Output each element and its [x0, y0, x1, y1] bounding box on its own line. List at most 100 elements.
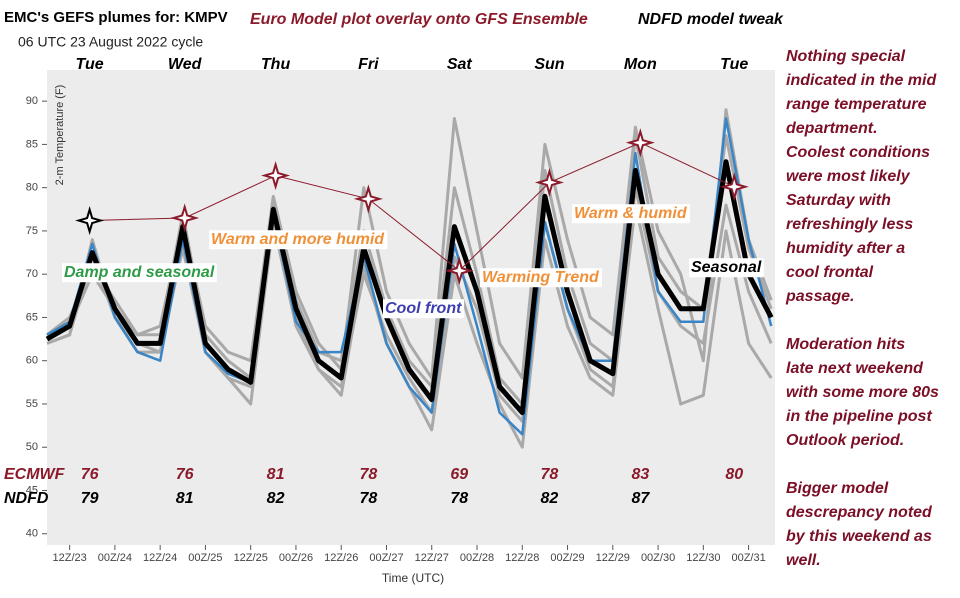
- table-value: 83: [631, 466, 649, 483]
- overlay-marker: [261, 161, 291, 191]
- overlay-marker: [719, 172, 749, 202]
- side-note: Moderation hits: [786, 336, 905, 353]
- side-note: Outlook period.: [786, 432, 904, 449]
- overlay-marker: [75, 206, 105, 236]
- overlay-marker: [625, 128, 655, 158]
- x-tick-label: 12Z/28: [505, 552, 539, 564]
- side-note: late next weekend: [786, 360, 924, 377]
- y-tick-label: 80: [26, 182, 38, 194]
- y-tick-label: 70: [26, 268, 38, 280]
- x-tick-label: 12Z/27: [415, 552, 449, 564]
- header-note: Euro Model plot overlay onto GFS Ensembl…: [250, 11, 588, 28]
- table-value: 76: [176, 466, 194, 483]
- table-value: 78: [450, 490, 468, 507]
- x-axis-label: Time (UTC): [382, 571, 444, 585]
- table-value: 76: [81, 466, 99, 483]
- table-value: 79: [81, 490, 99, 507]
- x-tick-label: 12Z/30: [686, 552, 720, 564]
- x-tick-label: 00Z/30: [641, 552, 675, 564]
- x-tick-label: 12Z/23: [53, 552, 87, 564]
- day-label: Fri: [358, 56, 379, 73]
- side-note: Saturday with: [786, 192, 891, 209]
- table-value: 78: [541, 466, 559, 483]
- y-tick-label: 55: [26, 398, 38, 410]
- y-tick-label: 75: [26, 225, 38, 237]
- y-tick-label: 60: [26, 355, 38, 367]
- y-tick-label: 40: [26, 528, 38, 540]
- side-note: descrepancy noted: [786, 504, 933, 521]
- day-label: Tue: [720, 56, 748, 73]
- table-value: 81: [176, 490, 194, 507]
- day-label: Sat: [447, 56, 473, 73]
- x-tick-label: 00Z/28: [460, 552, 494, 564]
- overlay-marker: [353, 184, 383, 214]
- overlay-marker: [170, 203, 200, 233]
- table-value: 69: [450, 466, 468, 483]
- overlay-line: [89, 142, 735, 272]
- annotation: Warm and more humid: [209, 230, 388, 250]
- side-note: cool frontal: [786, 264, 874, 281]
- overlay-marker: [444, 256, 474, 286]
- annotation-box: [383, 299, 465, 319]
- side-note: refreshingly less: [786, 216, 913, 233]
- annotation-box: [209, 230, 388, 250]
- day-label: Sun: [534, 56, 564, 73]
- side-note: in the pipeline post: [786, 408, 932, 425]
- side-note: by this weekend as: [786, 528, 932, 545]
- table-value: 82: [267, 490, 285, 507]
- side-note: humidity after a: [786, 240, 905, 257]
- annotation-box: [480, 268, 602, 288]
- side-note: well.: [786, 552, 821, 569]
- side-note: passage.: [785, 288, 854, 305]
- x-tick-label: 12Z/29: [596, 552, 630, 564]
- side-note: department.: [786, 120, 878, 137]
- side-note: Nothing special: [786, 48, 906, 65]
- x-tick-label: 00Z/26: [279, 552, 313, 564]
- annotation-text: Warming Trend: [482, 269, 600, 286]
- side-note: Coolest conditions: [786, 144, 930, 161]
- annotation: Cool front: [383, 299, 465, 319]
- annotation-box: [689, 258, 764, 278]
- table-value: 78: [359, 466, 377, 483]
- annotation-box: [62, 263, 217, 283]
- x-tick-label: 12Z/24: [143, 552, 177, 564]
- day-label: Thu: [261, 56, 291, 73]
- table-value: 81: [267, 466, 285, 483]
- table-value: 82: [541, 490, 559, 507]
- y-tick-label: 45: [26, 484, 38, 496]
- x-tick-label: 12Z/25: [234, 552, 268, 564]
- annotation: Seasonal: [689, 258, 764, 278]
- y-tick-label: 65: [26, 311, 38, 323]
- annotation: Warming Trend: [480, 268, 602, 288]
- y-tick-label: 50: [26, 441, 38, 453]
- side-note: indicated in the mid: [786, 72, 937, 89]
- annotation: Warm & humid: [572, 204, 690, 224]
- side-note: with some more 80s: [786, 384, 939, 401]
- table-value: 87: [631, 490, 650, 507]
- y-tick-label: 85: [26, 138, 38, 150]
- side-note: were most likely: [786, 168, 911, 185]
- y-tick-label: 90: [26, 95, 38, 107]
- table-row-label: ECMWF: [4, 466, 66, 483]
- day-label: Tue: [76, 56, 104, 73]
- series-line: [45, 159, 774, 416]
- overlay-marker: [534, 167, 564, 198]
- side-note: range temperature: [786, 96, 927, 113]
- day-label: Wed: [168, 56, 203, 73]
- annotation-text: Warm and more humid: [211, 231, 385, 248]
- annotation-box: [572, 204, 690, 224]
- table-value: 78: [359, 490, 377, 507]
- x-tick-label: 00Z/31: [731, 552, 765, 564]
- annotation: Damp and seasonal: [62, 263, 217, 283]
- annotation-text: Warm & humid: [574, 205, 688, 222]
- annotation-text: Damp and seasonal: [64, 264, 215, 281]
- table-value: 80: [725, 466, 743, 483]
- x-tick-label: 00Z/24: [98, 552, 132, 564]
- x-tick-label: 00Z/29: [550, 552, 584, 564]
- chart-title: EMC's GEFS plumes for: KMPV: [4, 9, 228, 26]
- x-tick-label: 00Z/25: [188, 552, 222, 564]
- x-tick-label: 12Z/26: [324, 552, 358, 564]
- annotation-text: Cool front: [385, 300, 462, 317]
- day-label: Mon: [624, 56, 657, 73]
